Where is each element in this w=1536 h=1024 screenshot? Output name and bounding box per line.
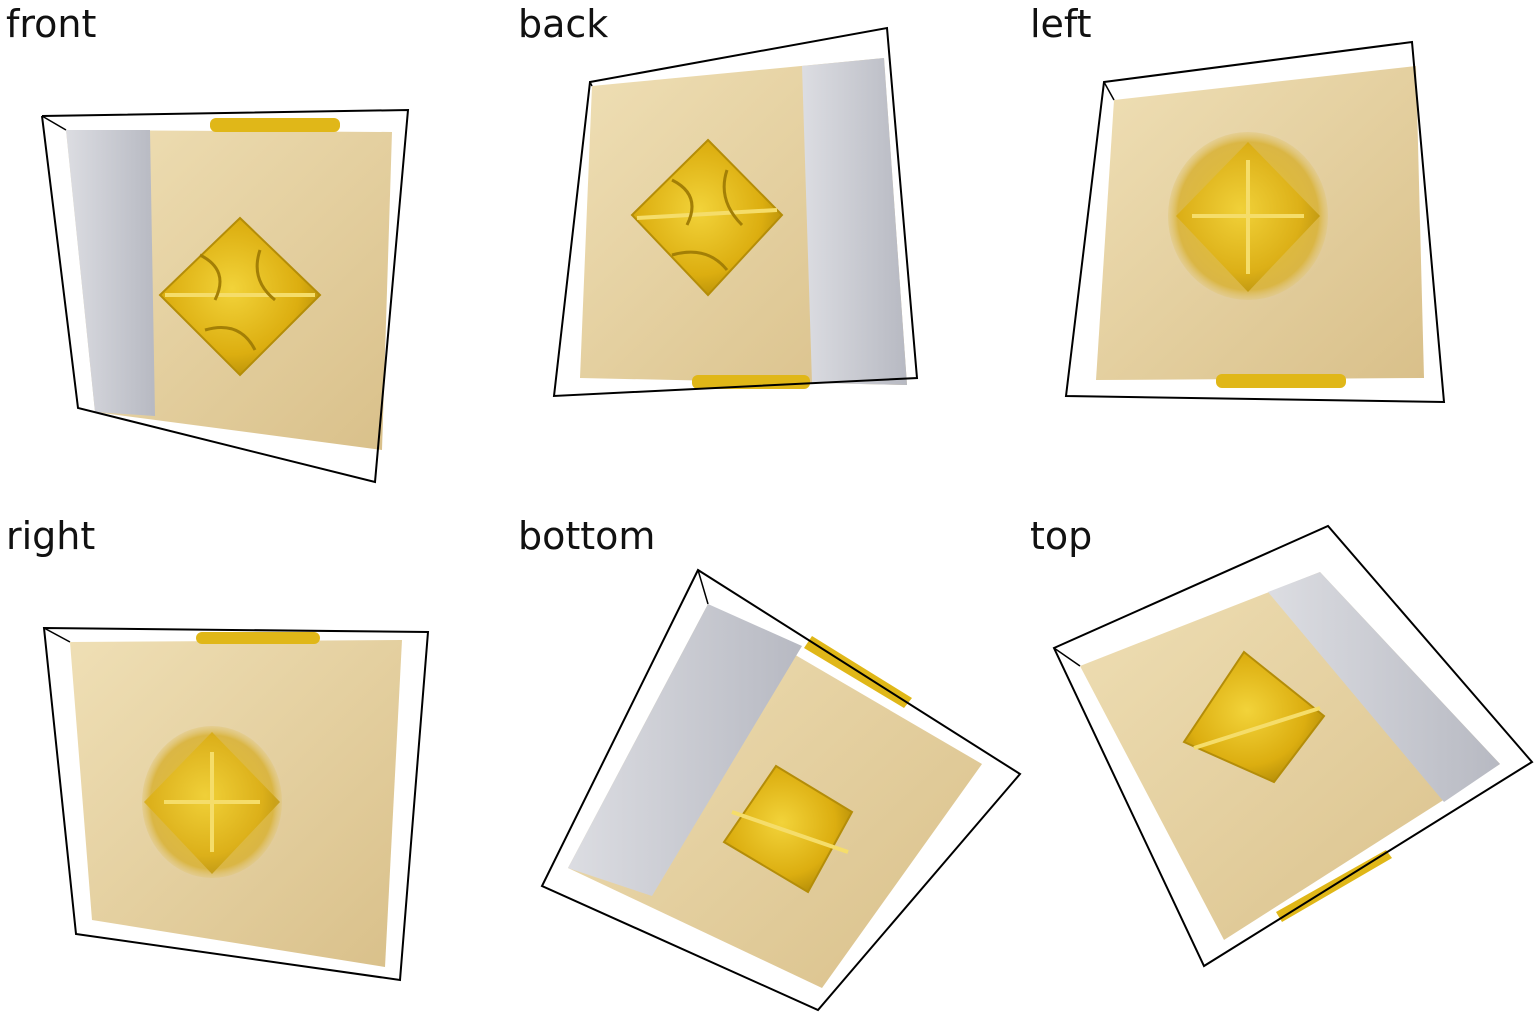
panel-label: front (6, 2, 97, 46)
panel-label: right (6, 514, 96, 558)
cube-render-left (1064, 40, 1446, 404)
cube-render-front (41, 108, 410, 484)
panel-left: left (1024, 0, 1536, 512)
cube-render-bottom (540, 568, 1022, 1012)
cube-render-top (1052, 524, 1534, 968)
panel-label: left (1030, 2, 1092, 46)
panel-top: top (1024, 512, 1536, 1024)
panel-label: bottom (518, 514, 656, 558)
panel-label: top (1030, 514, 1093, 558)
panel-front: front (0, 0, 512, 512)
panel-bottom: bottom (512, 512, 1024, 1024)
panel-right: right (0, 512, 512, 1024)
cube-render-back (552, 26, 919, 398)
panel-back: back (512, 0, 1024, 512)
cube-render-right (42, 626, 430, 982)
panel-label: back (518, 2, 609, 46)
